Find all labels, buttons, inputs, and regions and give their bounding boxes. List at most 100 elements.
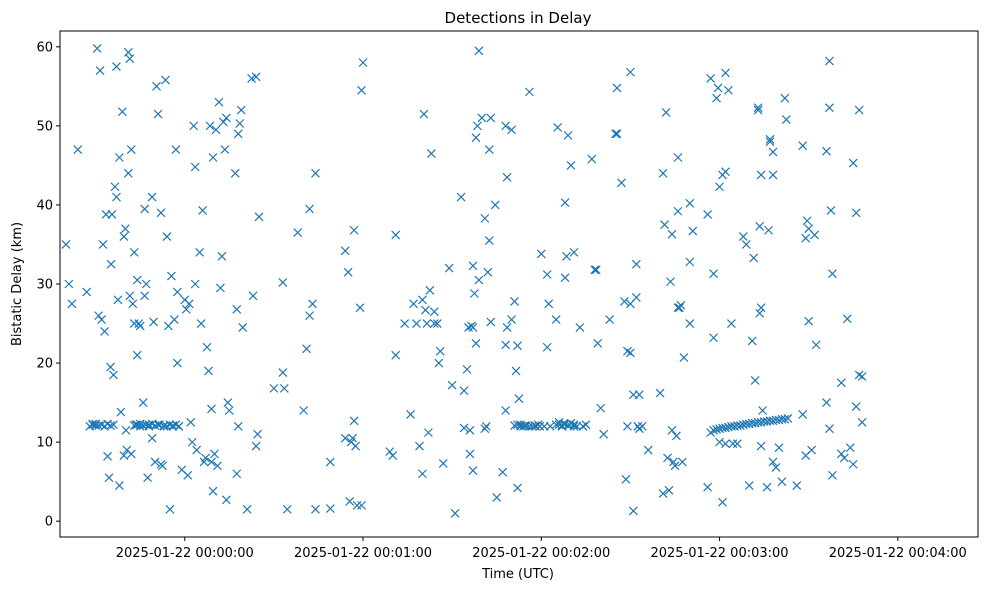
data-point (220, 145, 230, 155)
data-point (221, 495, 231, 505)
data-point (721, 167, 730, 177)
data-point (132, 275, 142, 285)
data-point (842, 314, 852, 324)
data-point (158, 461, 167, 471)
data-point (236, 105, 246, 115)
data-point (204, 366, 213, 376)
data-point (792, 481, 802, 491)
data-point (560, 198, 570, 207)
data-point (721, 423, 730, 433)
data-point (143, 473, 153, 483)
data-point (140, 291, 150, 301)
data-point (112, 62, 121, 72)
data-point (474, 46, 484, 56)
data-point (419, 109, 429, 119)
data-point (756, 170, 766, 180)
data-point (825, 424, 834, 434)
data-point (348, 433, 358, 443)
data-point (233, 129, 243, 139)
data-point (845, 443, 855, 453)
data-point (214, 97, 224, 107)
data-point (801, 233, 811, 243)
data-point (637, 421, 647, 431)
data-point (426, 149, 436, 158)
data-point (412, 319, 421, 328)
data-point (134, 319, 144, 328)
data-point (128, 299, 138, 309)
data-point (747, 336, 757, 346)
data-point (851, 402, 861, 411)
data-point (756, 303, 766, 313)
data-point (305, 204, 314, 214)
data-point (501, 340, 511, 350)
data-point (129, 421, 139, 430)
data-point (713, 83, 723, 93)
data-point (299, 406, 309, 415)
data-point (472, 121, 482, 131)
data-point (207, 457, 216, 467)
data-point (465, 425, 475, 435)
data-point (201, 453, 210, 463)
data-point (670, 461, 680, 471)
data-point (575, 323, 585, 332)
data-point (432, 319, 442, 328)
data-point (507, 125, 516, 135)
data-point (119, 451, 129, 460)
data-point (507, 315, 516, 325)
data-point (224, 406, 234, 415)
y-tick-label: 10 (36, 436, 53, 451)
data-point (116, 407, 126, 417)
data-point (425, 285, 435, 295)
data-point (480, 424, 490, 434)
data-point (712, 93, 721, 103)
data-point (198, 206, 208, 215)
data-point (409, 299, 418, 309)
data-point (780, 93, 790, 103)
data-point (107, 210, 117, 219)
data-point (269, 383, 279, 393)
data-point (232, 469, 242, 479)
data-point (114, 153, 124, 162)
data-point (481, 421, 491, 431)
data-point (129, 247, 139, 257)
data-point (352, 500, 362, 510)
data-point (848, 158, 858, 168)
data-point (420, 305, 430, 315)
data-point (590, 265, 600, 275)
data-point (530, 421, 540, 431)
data-point (418, 469, 427, 479)
data-point (254, 212, 264, 222)
data-point (563, 130, 573, 140)
data-point (768, 147, 778, 157)
data-point (822, 146, 831, 156)
data-point (536, 249, 546, 259)
data-point (545, 421, 555, 431)
data-point (724, 85, 733, 95)
data-point (61, 240, 71, 249)
data-point (147, 433, 157, 443)
data-point (750, 376, 760, 385)
data-point (110, 182, 120, 192)
data-point (208, 153, 218, 162)
data-point (777, 477, 787, 487)
data-point (643, 445, 653, 455)
data-point (230, 168, 240, 178)
data-point (510, 296, 519, 306)
data-point (621, 474, 631, 484)
data-point (117, 107, 127, 117)
data-point (385, 447, 395, 457)
data-point (166, 271, 176, 281)
data-point (591, 265, 601, 275)
data-point (187, 437, 197, 447)
data-point (450, 508, 460, 518)
data-point (553, 123, 563, 132)
data-point (434, 358, 444, 368)
data-point (325, 457, 335, 467)
data-point (349, 416, 359, 426)
data-point (706, 74, 716, 83)
data-point (839, 453, 849, 463)
data-point (462, 364, 472, 374)
data-point (502, 172, 512, 182)
data-point (355, 303, 365, 313)
data-point (311, 168, 320, 178)
